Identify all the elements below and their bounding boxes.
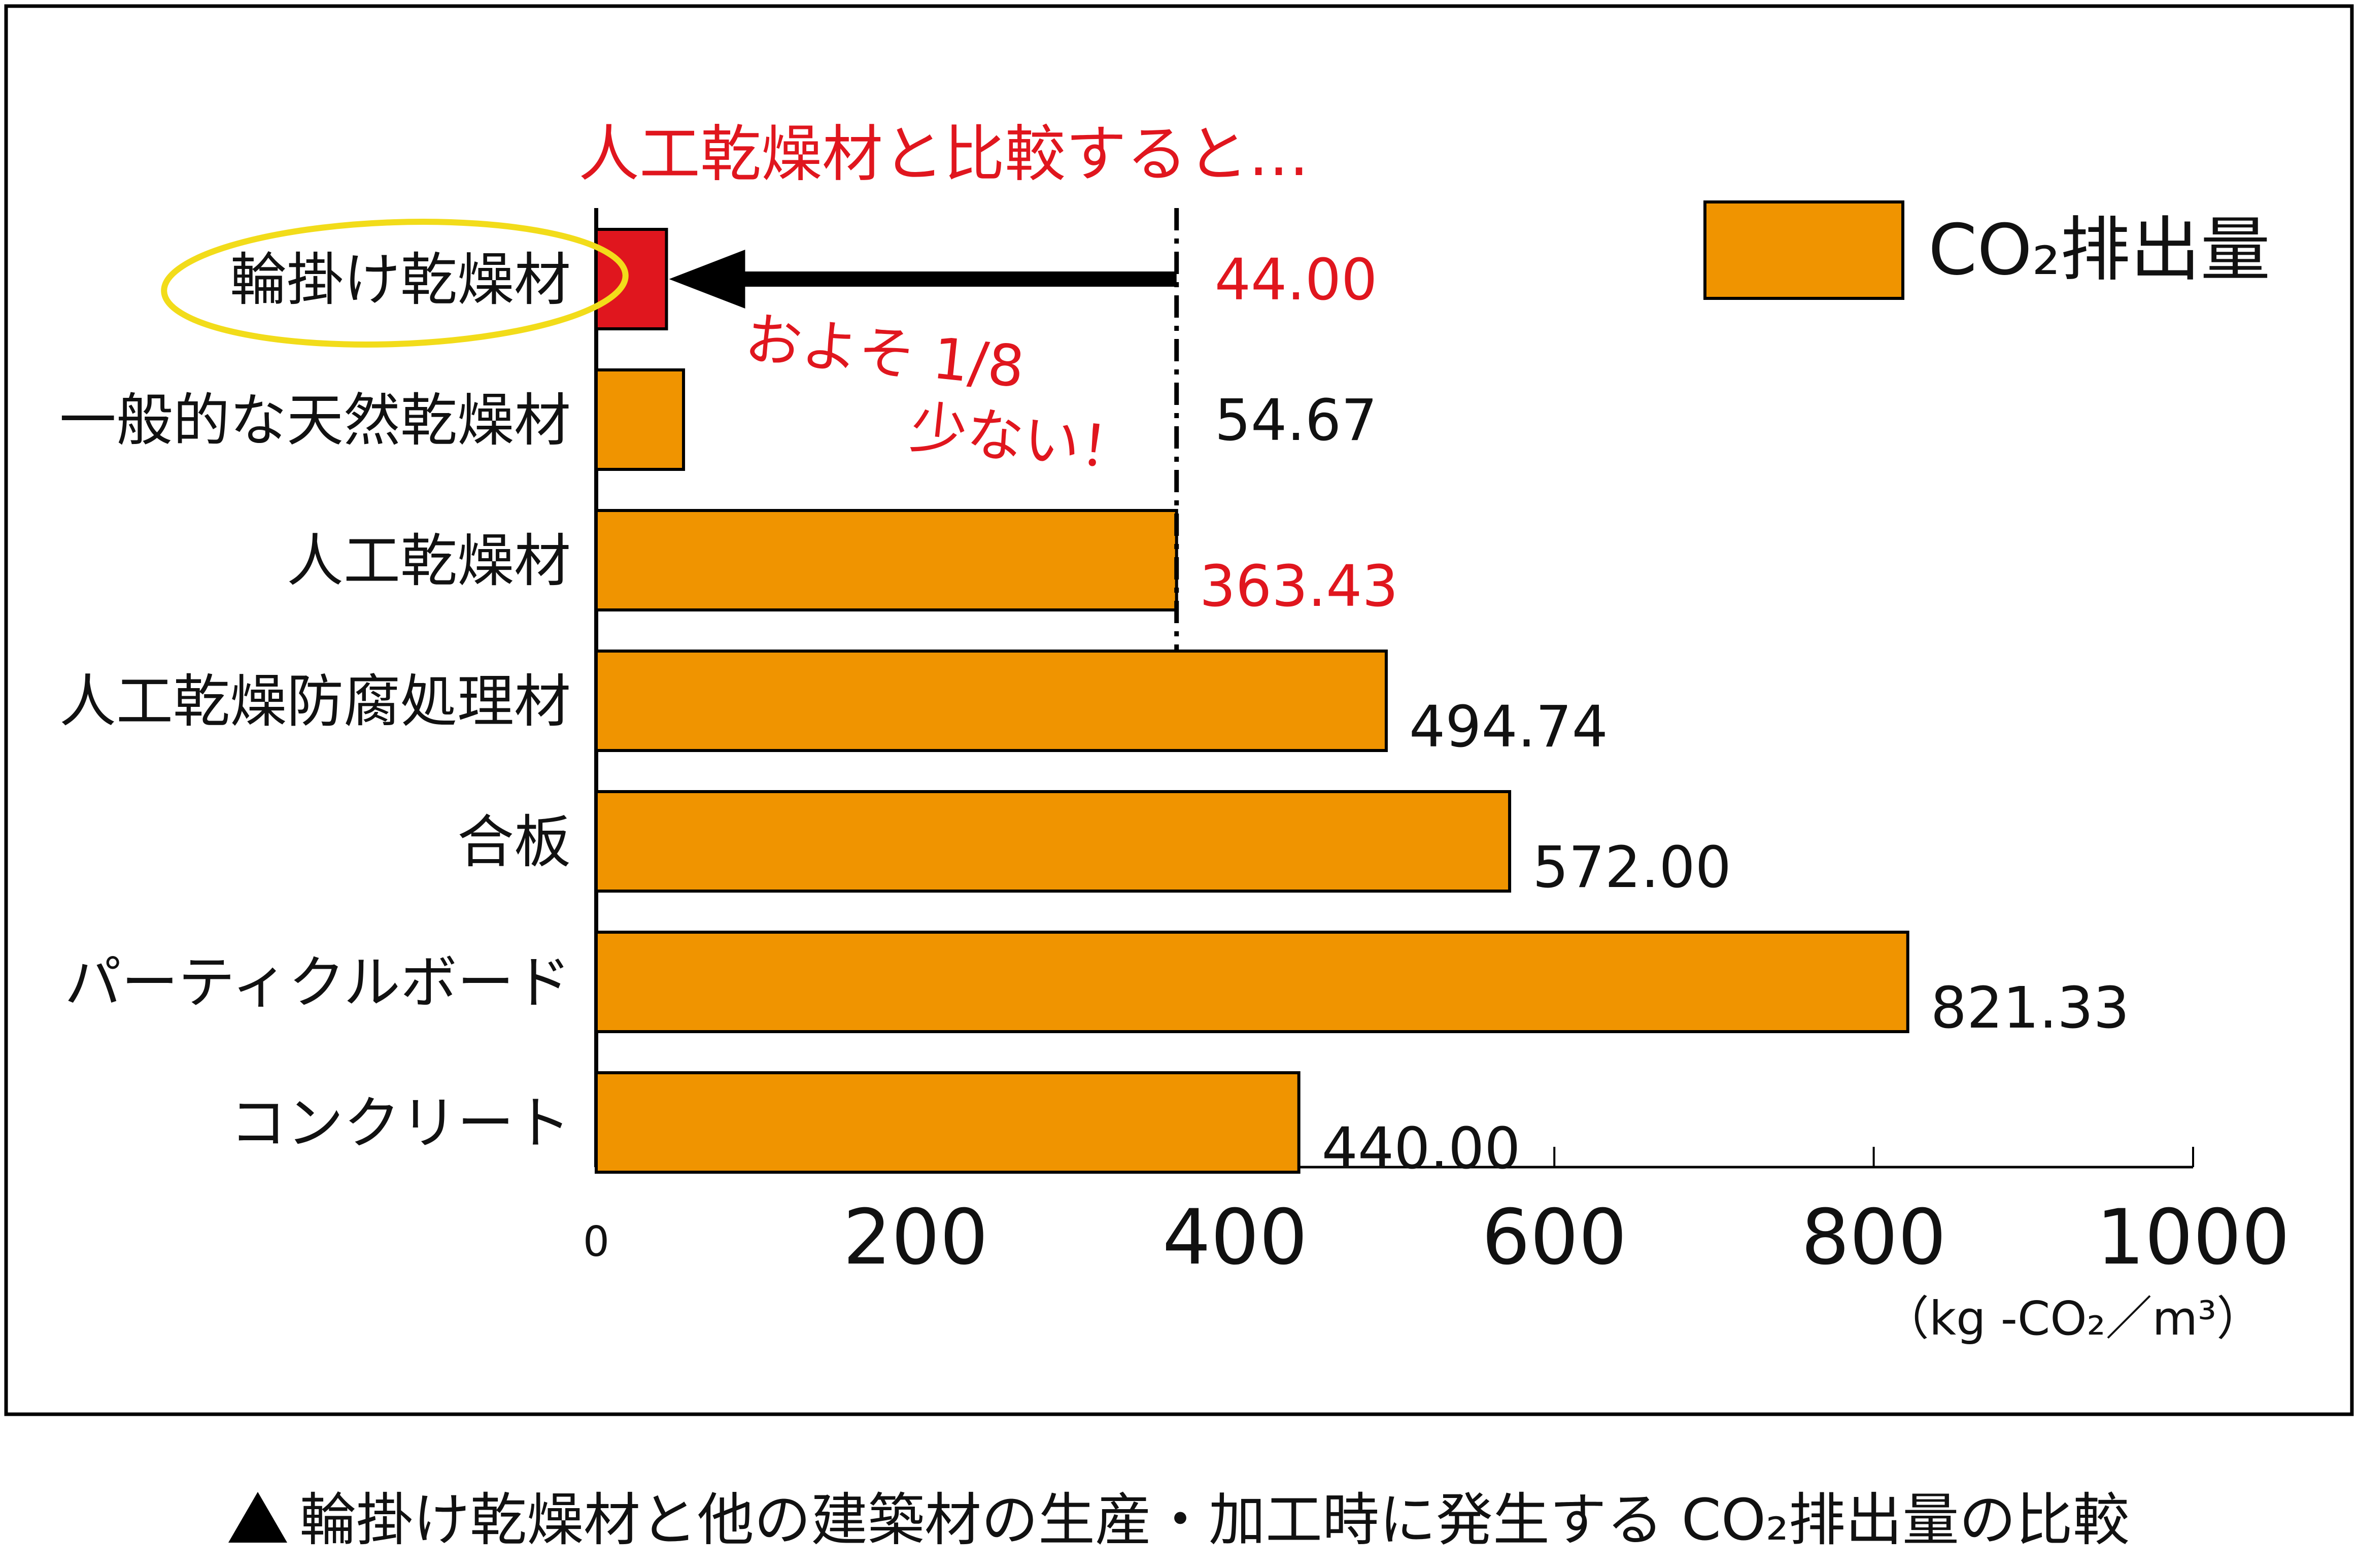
category-label: パーティクルボード: [64, 950, 571, 1016]
legend-label: CO₂排出量: [1928, 209, 2270, 291]
value-label: 494.74: [1409, 694, 1608, 760]
caption-text: 輪掛け乾燥材と他の建築材の生産・加工時に発生する CO₂排出量の比較: [299, 1487, 2130, 1553]
bar: [595, 650, 1388, 752]
value-label: 44.00: [1215, 247, 1378, 313]
value-label: 440.00: [1322, 1116, 1521, 1182]
figure-caption: 輪掛け乾燥材と他の建築材の生産・加工時に発生する CO₂排出量の比較: [0, 1474, 2358, 1556]
highlight-circle: [161, 219, 629, 348]
category-label: 人工乾燥防腐処理材: [59, 669, 571, 735]
x-tick-label: 200: [843, 1194, 988, 1282]
category-label: コンクリート: [230, 1090, 571, 1156]
legend-swatch: [1703, 200, 1904, 300]
x-tick-label: 0: [583, 1218, 609, 1266]
category-label: 一般的な天然乾燥材: [59, 388, 571, 454]
bar: [595, 1071, 1301, 1174]
x-tick-label: 800: [1801, 1194, 1946, 1282]
triangle-icon: [228, 1492, 288, 1543]
bar: [595, 931, 1909, 1033]
x-tick-label: 600: [1482, 1194, 1627, 1282]
comparison-arrowhead: [669, 250, 745, 309]
bar: [595, 228, 668, 330]
category-label: 合板: [457, 809, 571, 875]
top-annotation: 人工乾燥材と比較すると…: [578, 119, 1309, 190]
value-label: 54.67: [1215, 388, 1378, 454]
bar: [595, 790, 1512, 893]
category-label: 輪掛け乾燥材: [230, 247, 571, 313]
category-label: 人工乾燥材: [287, 528, 571, 594]
value-label: 572.00: [1532, 835, 1731, 901]
value-label: 821.33: [1931, 975, 2130, 1041]
value-label: 363.43: [1200, 554, 1398, 620]
bar: [595, 368, 686, 471]
bar-chart: 0 200 400 600 800 1000 （kg -CO₂／m³） 輪掛け乾燥材 44.0…: [4, 4, 2354, 1416]
x-tick-label: 400: [1163, 1194, 1308, 1282]
bar: [595, 509, 1178, 611]
x-axis-unit-label: （kg -CO₂／m³）: [1883, 1291, 2263, 1346]
x-tick-label: 1000: [2096, 1194, 2290, 1282]
